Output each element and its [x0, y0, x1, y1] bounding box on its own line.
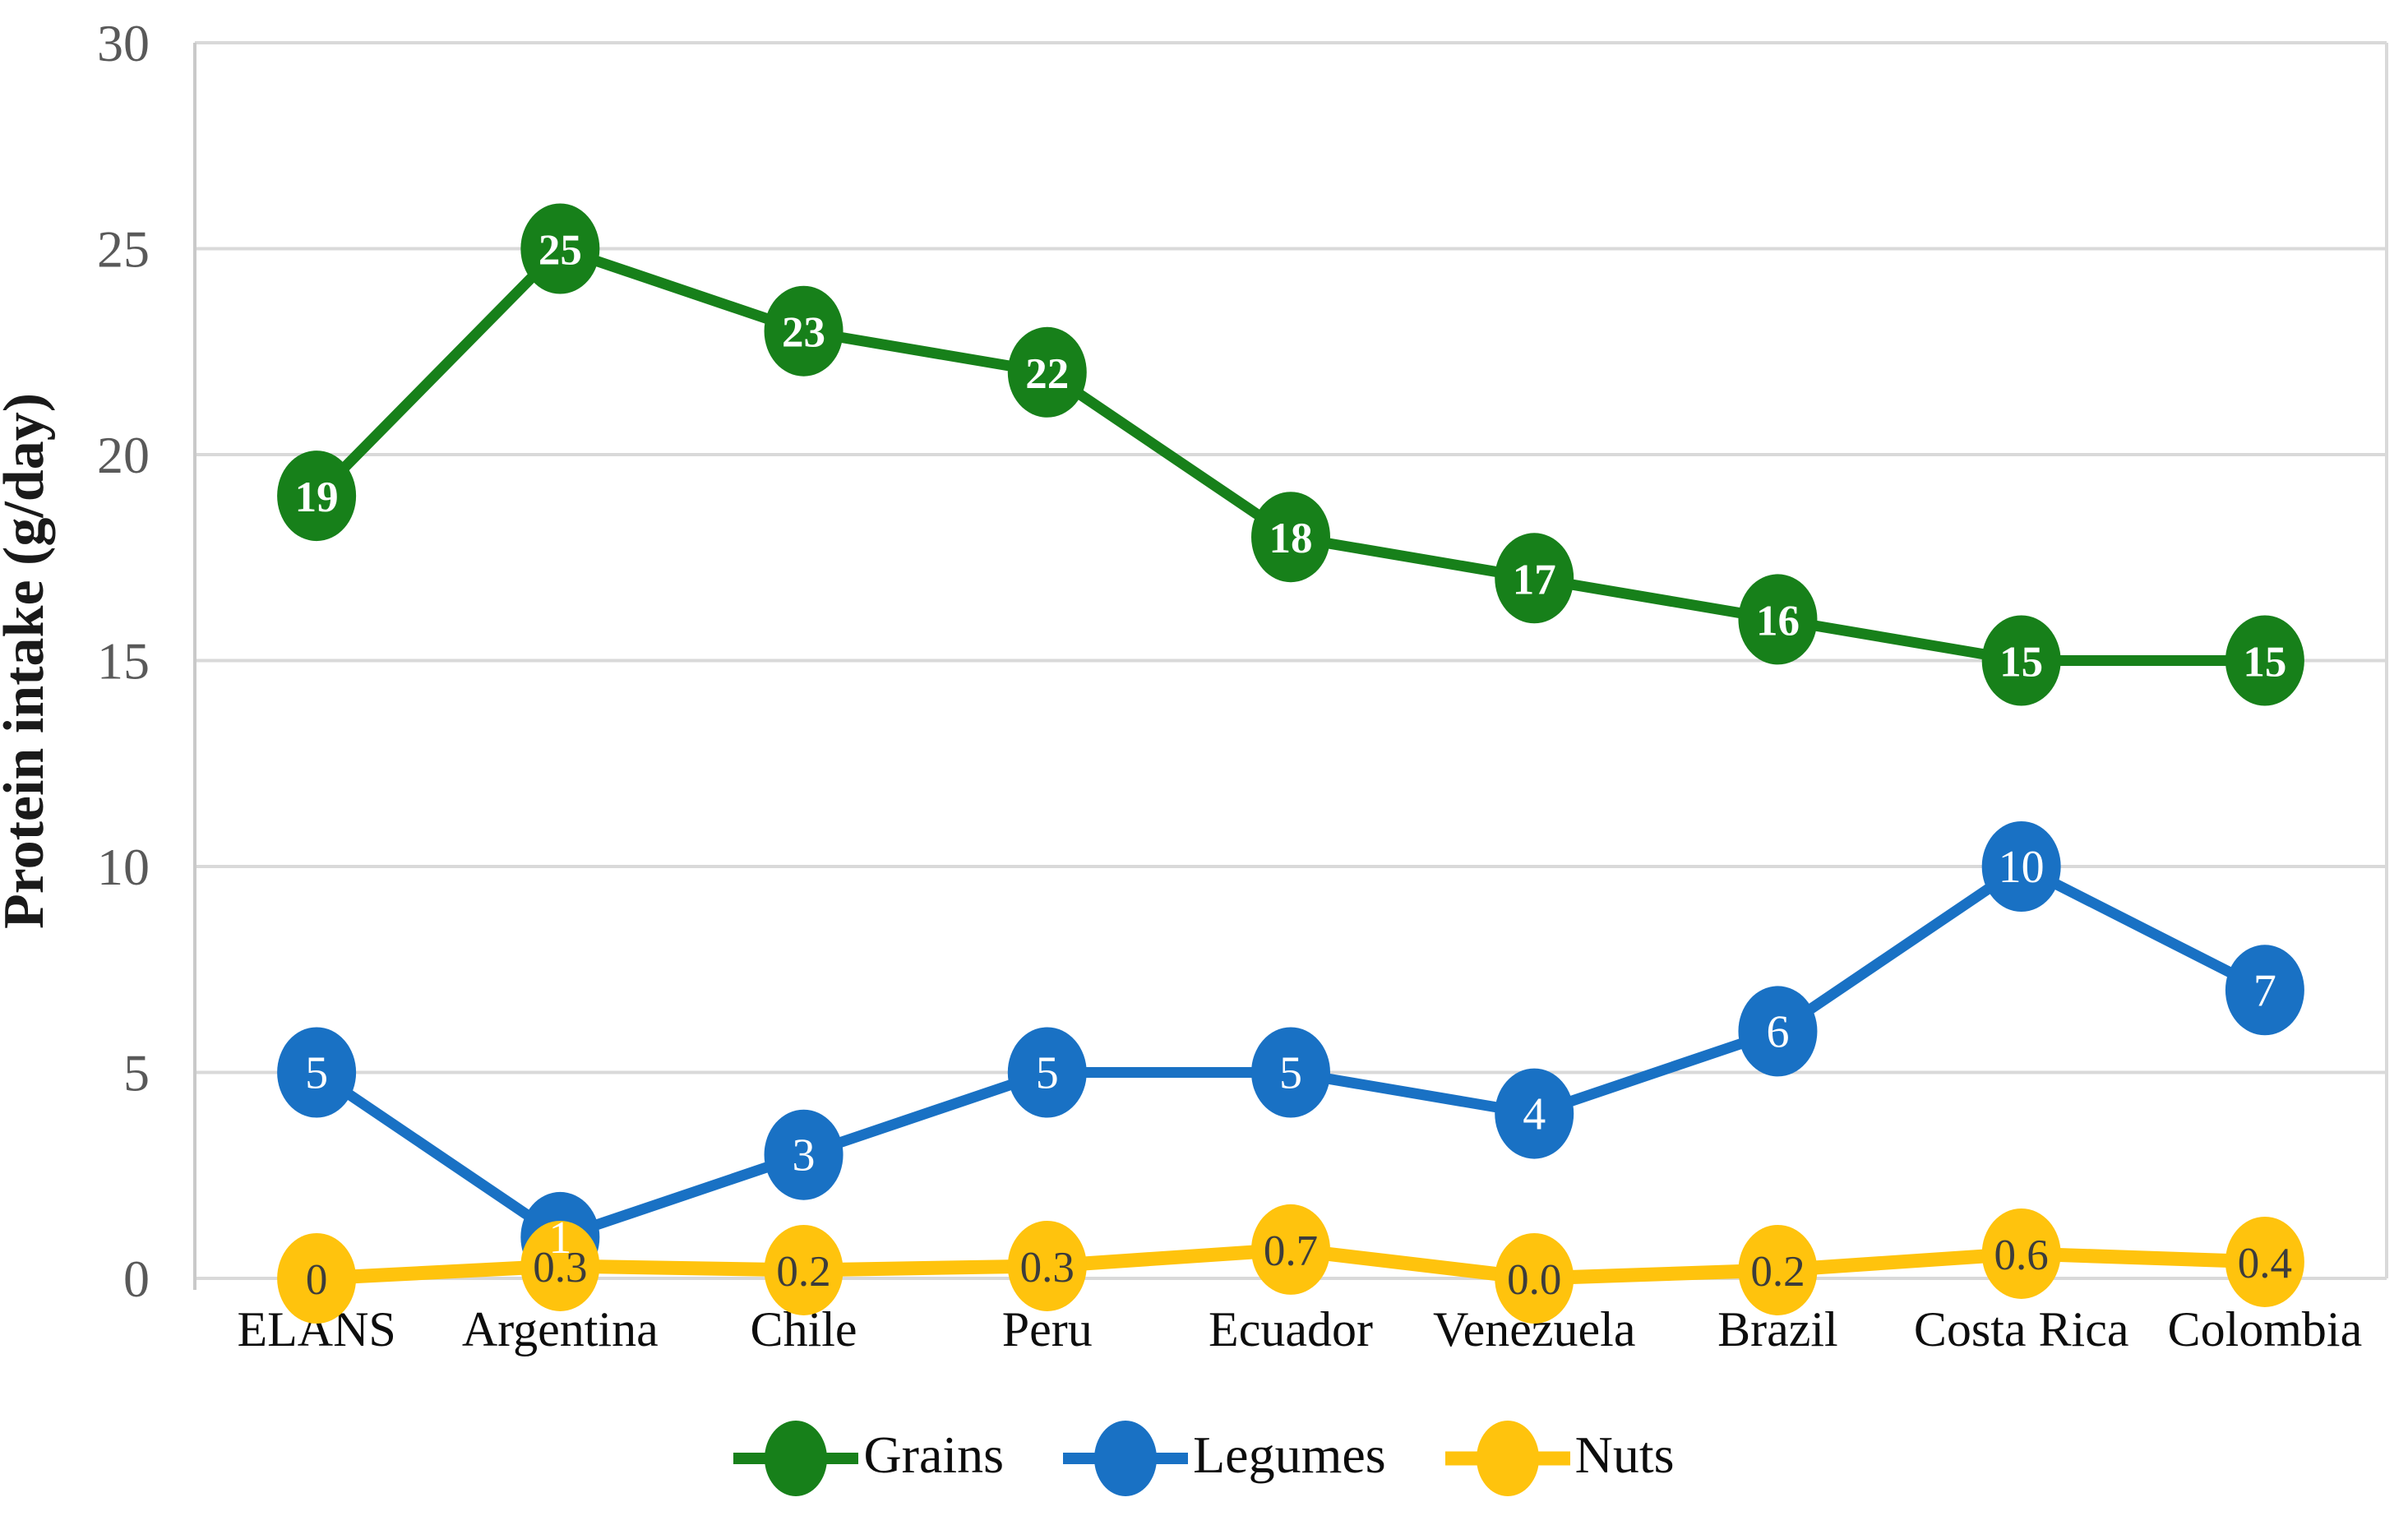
legend-label-nuts: Nuts [1574, 1426, 1675, 1484]
legumes-data-label: 3 [793, 1130, 816, 1181]
grains-marker [1251, 492, 1330, 583]
legumes-marker [1981, 821, 2061, 912]
legumes-data-label: 6 [1766, 1006, 1789, 1057]
legumes-legend-marker-icon [1063, 1421, 1189, 1496]
legumes-marker [1495, 1068, 1574, 1159]
grains-marker [277, 451, 357, 542]
nuts-marker [1495, 1233, 1574, 1324]
legumes-marker [1251, 1027, 1330, 1118]
legumes-marker [764, 1109, 843, 1200]
nuts-data-label: 0.4 [2238, 1240, 2292, 1287]
grains-marker [764, 285, 843, 377]
x-axis-label: Peru [1002, 1302, 1093, 1356]
x-axis-label: Costa Rica [1914, 1302, 2129, 1356]
grains-data-label: 18 [1269, 515, 1313, 562]
nuts-data-label: 0.7 [1264, 1227, 1318, 1275]
grains-marker [1738, 574, 1818, 665]
nuts-marker [1738, 1224, 1818, 1315]
legend-item-grains: Grains [733, 1411, 1004, 1506]
legumes-data-label: 5 [1036, 1048, 1059, 1099]
grains-data-label: 16 [1756, 597, 1800, 645]
grains-marker [1007, 326, 1087, 418]
legumes-marker [277, 1027, 357, 1118]
legumes-marker [2225, 945, 2304, 1036]
nuts-data-label: 0.0 [1507, 1256, 1561, 1304]
legumes-data-label: 5 [305, 1048, 328, 1099]
nuts-marker [2225, 1216, 2304, 1307]
data-labels-layer: 19 25 23 22 18 17 16 15 15 5 1 3 5 5 4 6 10 7 0 0.3 0.2 0.3 0.… [295, 227, 2292, 1305]
nuts-marker [1251, 1204, 1330, 1295]
legumes-data-label: 10 [1999, 842, 2045, 893]
nuts-marker [764, 1224, 843, 1315]
grains-data-label: 15 [1999, 639, 2043, 686]
legumes-marker [1738, 986, 1818, 1077]
grains-marker [1495, 533, 1574, 624]
y-tick-label: 30 [97, 14, 150, 72]
nuts-marker [520, 1220, 600, 1311]
nuts-marker [1981, 1208, 2061, 1299]
legumes-marker [1007, 1027, 1087, 1118]
legend-label-grains: Grains [863, 1426, 1005, 1484]
chart-legend: Grains Legumes Nuts [0, 1401, 2408, 1516]
x-axis-label: Argentina [462, 1302, 659, 1356]
grains-data-label: 19 [295, 474, 339, 521]
grains-data-label: 17 [1513, 556, 1556, 603]
nuts-data-label: 0.3 [533, 1244, 587, 1292]
grains-data-label: 25 [538, 227, 582, 275]
grains-marker [520, 203, 600, 294]
grains-data-label: 23 [782, 309, 825, 357]
y-tick-label: 10 [97, 838, 150, 896]
grains-marker [1981, 615, 2061, 706]
nuts-marker [277, 1233, 357, 1324]
nuts-marker [1007, 1220, 1087, 1311]
x-axis-label: Colombia [2168, 1302, 2363, 1356]
grains-data-label: 15 [2243, 639, 2286, 686]
y-tick-label: 15 [97, 632, 150, 691]
grains-marker [2225, 615, 2304, 706]
y-tick-label: 0 [123, 1250, 150, 1308]
y-axis-title: Protein intake (g/day) [0, 393, 56, 929]
grains-data-label: 22 [1025, 350, 1069, 398]
grains-legend-marker-icon [733, 1421, 859, 1496]
nuts-data-label: 0.6 [1994, 1232, 2049, 1279]
legumes-data-label: 4 [1523, 1089, 1546, 1140]
legumes-data-label: 1 [548, 1213, 571, 1264]
legend-label-legumes: Legumes [1193, 1426, 1386, 1484]
series-layer [277, 203, 2304, 1324]
legend-item-nuts: Nuts [1444, 1411, 1675, 1506]
legumes-data-label: 7 [2253, 965, 2276, 1016]
y-tick-label: 5 [123, 1044, 150, 1102]
nuts-data-label: 0.3 [1020, 1244, 1075, 1292]
y-tick-label: 20 [97, 426, 150, 484]
legumes-data-label: 5 [1279, 1048, 1302, 1099]
y-tick-label: 25 [97, 220, 150, 279]
nuts-data-label: 0 [306, 1256, 328, 1304]
x-axis-label: Ecuador [1209, 1302, 1373, 1356]
nuts-data-label: 0.2 [776, 1248, 830, 1296]
legend-item-legumes: Legumes [1063, 1411, 1386, 1506]
nuts-legend-marker-icon [1444, 1421, 1570, 1496]
nuts-data-label: 0.2 [1750, 1248, 1805, 1296]
